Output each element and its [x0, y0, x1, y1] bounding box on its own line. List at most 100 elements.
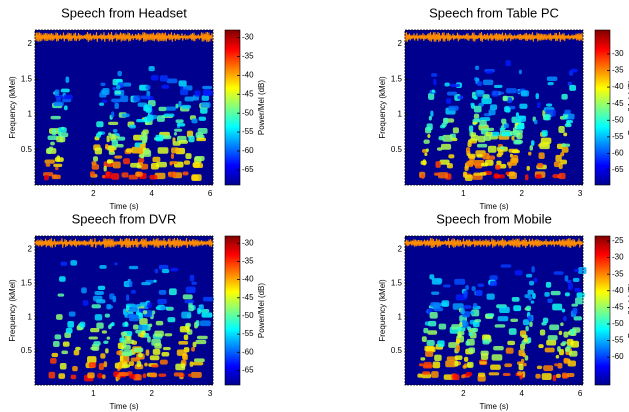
spectrogram-streak — [427, 134, 431, 138]
spectrogram-streak — [81, 287, 87, 294]
spectrogram-streak — [455, 338, 461, 344]
spectrogram-streak — [531, 140, 535, 146]
spectrogram-streak — [518, 69, 522, 75]
colorbar-label: Power/Mel (dB) — [627, 80, 629, 135]
y-tick-label: 1 — [398, 110, 403, 119]
spectrogram-streak — [190, 372, 202, 378]
y-tick-label: 1.5 — [391, 74, 403, 83]
spectrogram-streak — [175, 119, 184, 123]
spectrogram-streak — [561, 372, 567, 379]
spectrogram-streak — [163, 113, 175, 117]
spectrogram-streak — [145, 85, 151, 90]
spectrogram-streak — [48, 146, 54, 151]
spectrogram-streak — [471, 327, 479, 333]
chart-title: Speech from Headset — [61, 5, 187, 20]
spectrogram-streak — [563, 132, 568, 137]
spectrogram-streak — [465, 147, 471, 154]
y-tick-label: 1 — [398, 312, 403, 321]
spectrogram-streak — [485, 70, 493, 74]
spectrogram-streak — [123, 158, 130, 165]
colorbar-tick-label: -60 — [242, 146, 254, 155]
spectrogram-streak — [473, 105, 482, 113]
y-tick-label: 0.5 — [391, 346, 403, 355]
spectrogram-streak — [553, 271, 564, 275]
spectrogram-streak — [176, 349, 187, 356]
spectrogram-streak — [480, 353, 489, 360]
spectrogram-streak — [485, 131, 493, 137]
spectrogram-streak — [196, 335, 208, 340]
spectrogram-streak — [575, 297, 584, 305]
spectrogram-streak — [523, 362, 527, 367]
spectrogram-streak — [123, 349, 134, 356]
spectrogram-streak — [448, 105, 459, 111]
spectrogram-streak — [422, 159, 426, 166]
spectrogram-streak — [63, 94, 73, 100]
spectrogram-streak — [121, 172, 129, 178]
spectrogram-streak — [54, 334, 62, 340]
spectrogram-streak — [428, 92, 435, 100]
spectrogram-streak — [544, 114, 551, 121]
spectrogram-streak — [470, 102, 475, 107]
spectrogram-streak — [454, 278, 466, 285]
y-tick-label: 0.5 — [391, 145, 403, 154]
spectrogram-streak — [519, 103, 528, 109]
spectrogram-streak — [482, 339, 490, 345]
spectrogram-streak — [114, 102, 119, 109]
spectrogram-streak — [158, 373, 167, 377]
spectrogram-streak — [109, 147, 115, 153]
spectrogram-streak — [531, 266, 535, 273]
colorbar — [224, 29, 241, 186]
spectrogram-streak — [98, 363, 104, 370]
spectrogram-streak — [535, 93, 539, 100]
x-tick-label: 4 — [149, 189, 154, 198]
spectrogram-streak — [141, 330, 146, 335]
spectrogram-streak — [182, 294, 193, 300]
spectrogram-streak — [528, 295, 532, 301]
colorbar-tick-label: -60 — [242, 347, 254, 356]
spectrogram-streak — [173, 131, 178, 136]
colorbar-tick-label: -45 — [612, 99, 624, 108]
spectrogram-streak — [520, 90, 529, 97]
spectrogram-streak — [446, 91, 458, 96]
spectrogram-streak — [111, 321, 115, 327]
spectrogram-streak — [505, 347, 514, 354]
spectrogram-streak — [120, 364, 131, 368]
spectrogram-streak — [115, 85, 121, 90]
spectrogram-streak — [421, 336, 427, 343]
spectrogram-streak — [476, 81, 483, 87]
spectrogram-streak — [567, 81, 572, 86]
spectrogram-streak — [486, 293, 495, 300]
spectrogram-streak — [573, 316, 582, 321]
spectrogram-streak — [439, 159, 450, 165]
spectrogram-streak — [428, 115, 432, 121]
colorbar-tick-label: -65 — [612, 165, 624, 174]
spectrogram-streak — [453, 373, 457, 379]
spectrogram-streak — [514, 140, 523, 144]
spectrogram-streak — [135, 171, 141, 177]
spectrogram-streak — [560, 159, 568, 165]
x-tick-label: 1 — [461, 189, 466, 198]
spectrogram-streak — [179, 326, 190, 333]
spectrogram-streak — [486, 127, 495, 132]
spectrogram-streak — [165, 306, 174, 311]
spectrogram-streak — [111, 111, 115, 118]
spectrogram-streak — [529, 321, 533, 328]
spectrogram-streak — [442, 117, 449, 125]
spectrogram-streak — [103, 361, 108, 368]
spectrogram-streak — [100, 82, 106, 87]
spectrogram-streak — [473, 96, 478, 100]
spectrogram-streak — [151, 75, 159, 81]
spectrogram-streak — [468, 331, 473, 337]
spectrogram-streak — [153, 279, 157, 283]
spectrogram-streak — [427, 330, 438, 335]
spectrogram-streak — [517, 371, 523, 376]
spectrogram-streak — [196, 137, 207, 142]
spectrogram-streak — [193, 358, 205, 363]
spectrogram-streak — [561, 341, 567, 345]
spectrogram-streak — [464, 174, 473, 182]
spectrogram-streak — [418, 363, 424, 367]
spectrogram-streak — [474, 65, 480, 70]
spectrogram-streak — [123, 82, 132, 87]
spectrogram-streak — [456, 344, 460, 352]
spectrogram-streak — [431, 89, 435, 93]
